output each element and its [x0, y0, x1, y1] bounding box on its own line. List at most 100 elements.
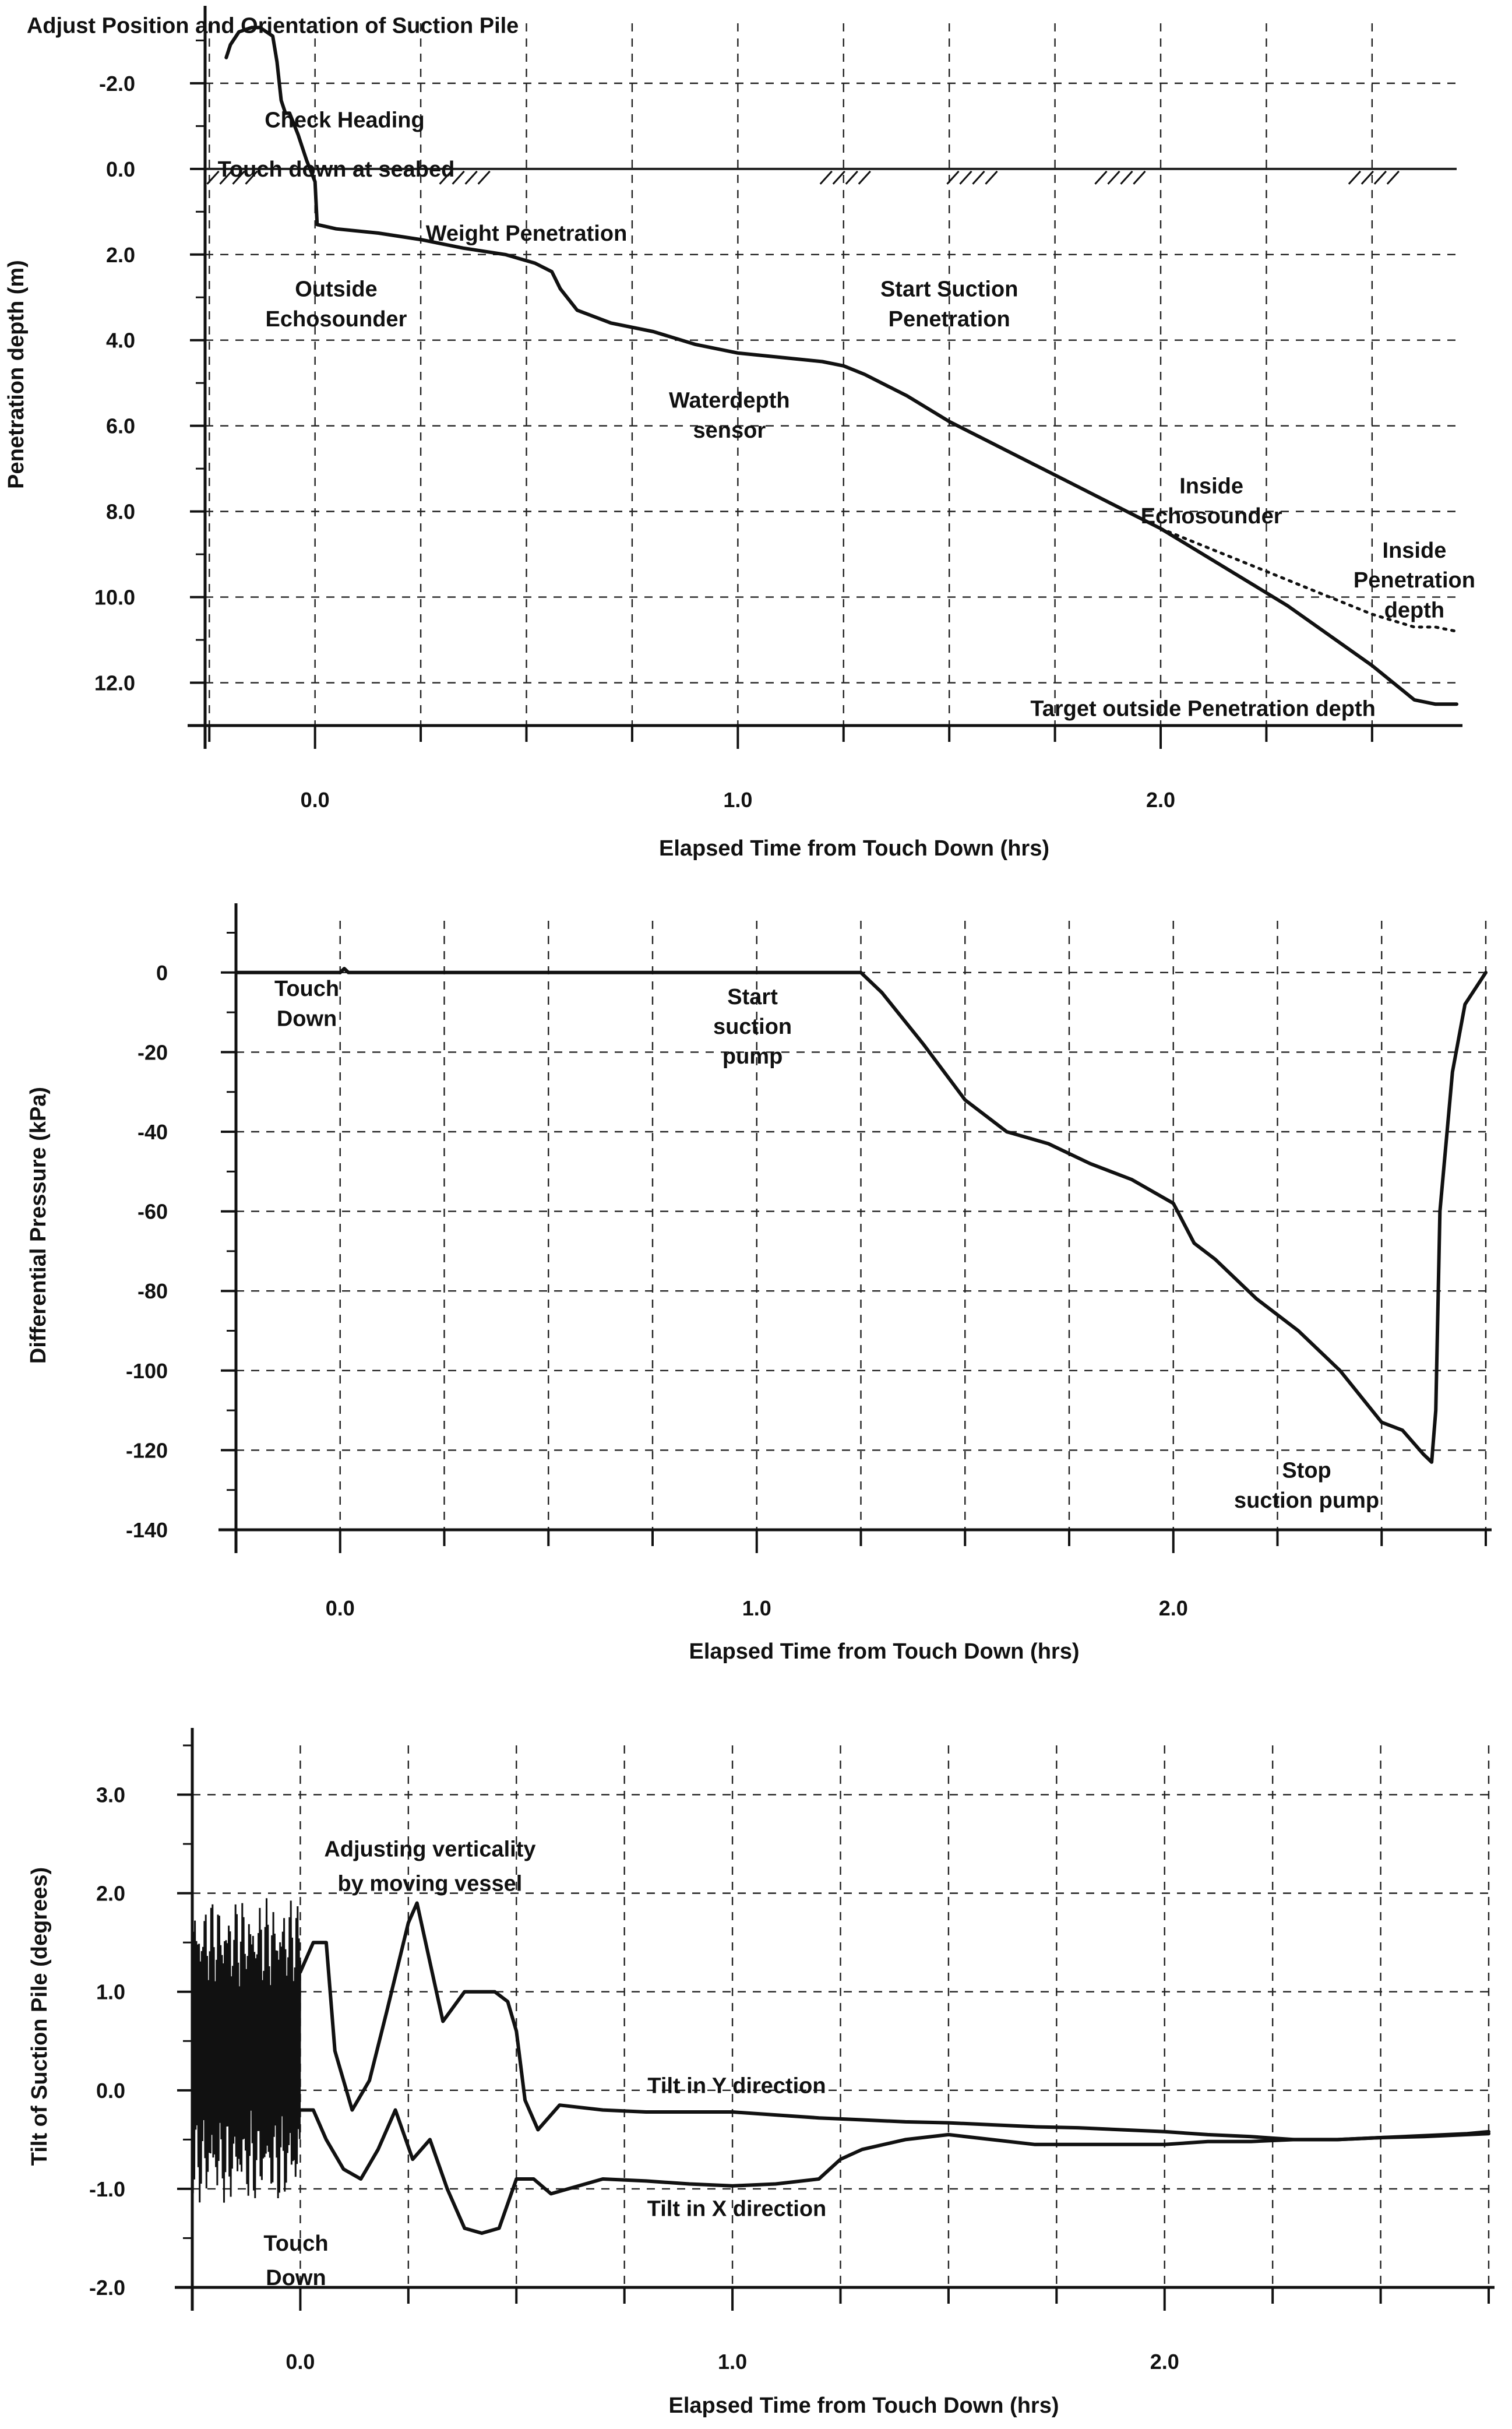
seabed-hatch [1120, 170, 1133, 185]
annotation-label: Check Heading [265, 108, 425, 132]
seabed-hatch [832, 170, 845, 185]
penetration-depth-chart: -2.0 0.0 2.0 4.0 6.0 8.0 10.0 12.0 0.0 1.0 2.0 Elap… [4, 6, 1475, 861]
y-tick-label: 1.0 [96, 1980, 125, 2004]
annotation-label: Echosounder [266, 307, 407, 332]
y-tick-label: -120 [126, 1438, 168, 1462]
y-tick-label: -100 [126, 1359, 168, 1383]
annotation-label: Inside [1179, 474, 1243, 499]
x-axis-label: Elapsed Time from Touch Down (hrs) [669, 2393, 1059, 2418]
seabed-hatch [972, 170, 985, 185]
x-tick-label: 0.0 [286, 2350, 315, 2374]
annotation-label: Penetration [1354, 568, 1475, 593]
seabed-hatch [1107, 170, 1120, 185]
annotation-label: Start Suction [880, 277, 1018, 302]
seabed-hatch [1361, 170, 1374, 185]
seabed-hatch [858, 170, 871, 185]
annotation-label: Penetration [889, 307, 1010, 332]
seabed-hatch [439, 170, 452, 185]
seabed-hatch [845, 170, 858, 185]
y-tick-label: 2.0 [96, 1882, 125, 1906]
pre-touchdown-oscillation [191, 1898, 301, 2203]
y-tick-label: 4.0 [106, 329, 135, 353]
annotation-label: Inside [1383, 538, 1447, 563]
y-tick-label: -2.0 [89, 2276, 125, 2300]
y-axis-label: Differential Pressure (kPa) [26, 1087, 51, 1364]
seabed-hatch [1133, 170, 1146, 185]
annotation-label: Down [266, 2266, 326, 2290]
annotation-label: Down [277, 1006, 337, 1031]
annotation-label: pump [722, 1044, 783, 1069]
y-tick-label: -20 [138, 1040, 168, 1064]
annotation-label: by moving vessel [338, 1872, 523, 1896]
y-tick-label: 8.0 [106, 500, 135, 524]
series-line-tilt-in-y-direction [298, 1901, 1490, 2142]
series-line-outside-penetration-depth [224, 26, 1458, 706]
y-tick-label: 10.0 [94, 586, 135, 610]
annotation-label: Waterdepth [669, 389, 790, 413]
seabed-hatch [219, 170, 232, 185]
seabed-hatch [452, 170, 465, 185]
y-tick-label: 12.0 [94, 671, 135, 695]
seabed-hatch [946, 170, 960, 185]
x-tick-label: 2.0 [1159, 1596, 1188, 1620]
annotation-label: Outside [295, 277, 377, 302]
annotation-label: Touch down at seabed [218, 157, 455, 182]
tilt-chart: 3.0 2.0 1.0 0.0 -1.0 -2.0 0.0 1.0 2.0 Elapsed Tim… [27, 1728, 1495, 2418]
x-axis-label: Elapsed Time from Touch Down (hrs) [659, 836, 1049, 861]
series-line-differential-pressure [234, 967, 1488, 1464]
seabed-hatch [1094, 170, 1108, 185]
seabed-hatch [959, 170, 972, 185]
seabed-hatch [464, 170, 478, 185]
annotation-label: suction [713, 1015, 792, 1039]
x-tick-label: 2.0 [1146, 788, 1175, 812]
y-tick-label: -140 [126, 1518, 168, 1542]
annotation-label: Adjust Position and Orientation of Sucti… [27, 14, 519, 38]
annotation-label: Adjusting verticality [324, 1837, 535, 1862]
seabed-hatch [1373, 170, 1387, 185]
y-tick-label: 6.0 [106, 414, 135, 438]
seabed-hatch [232, 170, 245, 185]
seabed-hatch [477, 170, 491, 185]
y-tick-label: 3.0 [96, 1783, 125, 1807]
y-tick-label: 0.0 [96, 2079, 125, 2103]
seabed-hatch [1386, 170, 1400, 185]
annotation-label: depth [1384, 599, 1444, 623]
y-tick-label: -1.0 [89, 2177, 125, 2201]
seabed-hatch [985, 170, 998, 185]
annotation-label: Echosounder [1141, 504, 1282, 529]
annotation-label: Start [727, 985, 778, 1009]
y-tick-label: -40 [138, 1120, 168, 1144]
y-tick-label: -60 [138, 1200, 168, 1224]
y-tick-label: 0 [156, 961, 168, 985]
annotation-label: Weight Penetration [426, 221, 628, 246]
x-tick-label: 1.0 [742, 1596, 771, 1620]
annotation-label: Tilt in X direction [647, 2197, 827, 2222]
annotation-label: Touch [274, 977, 339, 1001]
seabed-hatch [819, 170, 833, 185]
annotation-label: Touch [263, 2231, 328, 2256]
y-tick-label: 0.0 [106, 157, 135, 181]
y-axis-label: Penetration depth (m) [4, 260, 29, 489]
x-tick-label: 0.0 [301, 788, 330, 812]
annotation-label: sensor [693, 418, 766, 443]
differential-pressure-chart: 0 -20 -40 -60 -80 -100 -120 -140 0.0 1.0 2.0 Elapse… [26, 903, 1492, 1664]
y-axis-label: Tilt of Suction Pile (degrees) [27, 1867, 52, 2166]
x-tick-label: 1.0 [718, 2350, 747, 2374]
y-tick-label: 2.0 [106, 243, 135, 267]
x-tick-label: 2.0 [1150, 2350, 1179, 2374]
annotation-label: suction pump [1234, 1488, 1379, 1513]
series-line-tilt-in-x-direction [298, 2108, 1490, 2235]
series-line-inside-penetration-depth [1159, 527, 1458, 633]
y-tick-label: -80 [138, 1279, 168, 1303]
annotation-label: Tilt in Y direction [647, 2074, 826, 2098]
x-tick-label: 0.0 [326, 1596, 355, 1620]
seabed-hatch [1348, 170, 1361, 185]
annotation-label: Stop [1282, 1459, 1331, 1483]
x-tick-label: 1.0 [723, 788, 752, 812]
seabed-hatch [245, 170, 258, 185]
y-tick-label: -2.0 [99, 72, 135, 96]
annotation-label: Target outside Penetration depth [1030, 697, 1376, 721]
x-axis-label: Elapsed Time from Touch Down (hrs) [689, 1639, 1080, 1664]
